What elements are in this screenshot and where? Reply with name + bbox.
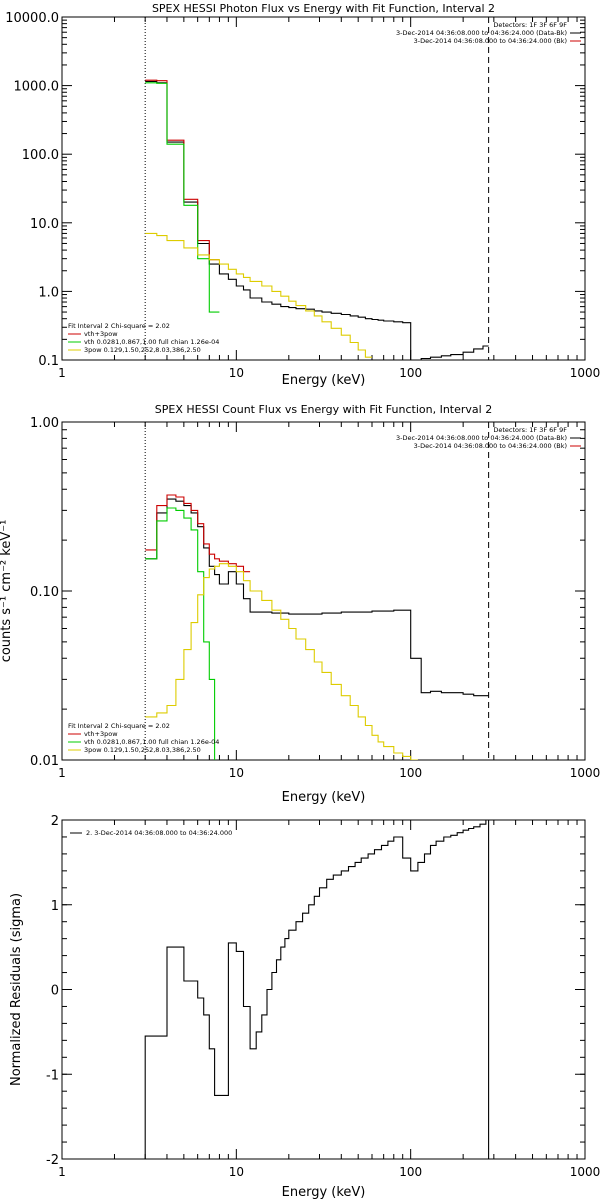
x-tick-label: 1 [58, 1165, 66, 1179]
x-axis-label: Energy (keV) [282, 1185, 366, 1200]
legend-text: 3-Dec-2014 04:36:08.000 to 04:36:24.000 … [396, 29, 567, 37]
series-line-2 [145, 79, 220, 261]
legend-detectors: Detectors: 1F 3F 6F 9F3-Dec-2014 04:36:0… [396, 21, 581, 45]
legend-detectors: Detectors: 1F 3F 6F 9F3-Dec-2014 04:36:0… [396, 426, 581, 450]
series-line-1 [145, 80, 489, 360]
legend-text: vth 0.0281,0.867,1.00 full chian 1.26e-0… [84, 738, 219, 746]
legend-text: 3pow 0.129,1.50,252,8.03,386,2.50 [84, 746, 201, 754]
chart-panel-1: SPEX HESSI Photon Flux vs Energy with Fi… [5, 2, 600, 388]
legend-text: 3pow 0.129,1.50,252,8.03,386,2.50 [84, 346, 201, 354]
chart-title: SPEX HESSI Photon Flux vs Energy with Fi… [152, 2, 495, 15]
legend-text: Fit Interval 2 Chi-square = 2.02 [68, 722, 170, 730]
x-tick-label: 10 [229, 766, 244, 780]
chart-panel-3: Energy (keV) Normalized Residuals (sigma)… [9, 814, 600, 1200]
legend-text: Fit Interval 2 Chi-square = 2.02 [68, 322, 170, 330]
series-line-1 [144, 820, 490, 1159]
y-tick-label: -1 [46, 1068, 59, 1083]
plot-frame [61, 421, 586, 761]
y-axis-label: counts s⁻¹ cm⁻² keV⁻¹ [0, 520, 14, 663]
y-tick-label: 10000.0 [5, 11, 59, 26]
legend-text: 2. 3-Dec-2014 04:36:08.000 to 04:36:24.0… [86, 829, 232, 837]
x-tick-label: 100 [399, 1165, 422, 1179]
y-axis-label: Normalized Residuals (sigma) [9, 893, 24, 1086]
legend-text: vth+3pow [84, 730, 118, 738]
y-tick-label: 1 [51, 899, 59, 914]
plot-frame [61, 16, 586, 361]
x-axis-label: Energy (keV) [282, 790, 366, 805]
x-tick-label: 10 [229, 1165, 244, 1179]
y-tick-label: 1.0 [38, 285, 59, 300]
series-line-3 [145, 82, 220, 313]
chart-title: SPEX HESSI Count Flux vs Energy with Fit… [155, 403, 492, 416]
chart-panel-2: SPEX HESSI Count Flux vs Energy with Fit… [0, 403, 600, 805]
legend-text: Detectors: 1F 3F 6F 9F [493, 426, 567, 434]
y-tick-label: 0.01 [30, 754, 59, 769]
y-tick-label: 1.00 [30, 416, 59, 431]
plot-frame [61, 819, 586, 1160]
series-line-1 [145, 498, 489, 697]
x-tick-label: 1000 [570, 766, 600, 780]
x-tick-label: 1 [58, 766, 66, 780]
y-tick-label: 10.0 [30, 217, 59, 232]
legend-text: vth+3pow [84, 330, 118, 338]
y-tick-label: 0 [51, 984, 59, 999]
y-tick-label: 0.10 [30, 585, 59, 600]
legend-text: vth 0.0281,0.867,1.00 full chian 1.26e-0… [84, 338, 219, 346]
y-tick-label: 100.0 [22, 148, 59, 163]
series-line-4 [145, 563, 418, 760]
y-tick-label: -2 [46, 1153, 59, 1168]
x-tick-label: 100 [399, 366, 422, 380]
series-line-3 [145, 507, 216, 760]
series-line-4 [145, 232, 372, 358]
y-tick-label: 1000.0 [14, 80, 60, 95]
legend-text: 3-Dec-2014 04:36:08.000 to 04:36:24.000 … [414, 442, 567, 450]
y-tick-label: 0.1 [38, 354, 59, 369]
legend-fit: Fit Interval 2 Chi-square = 2.02vth+3pow… [68, 322, 219, 354]
x-axis-label: Energy (keV) [282, 373, 366, 388]
legend-fit: Fit Interval 2 Chi-square = 2.02vth+3pow… [68, 722, 219, 754]
x-tick-label: 1000 [570, 1165, 600, 1179]
series-line-2 [145, 494, 251, 573]
x-tick-label: 100 [399, 766, 422, 780]
legend-text: Detectors: 1F 3F 6F 9F [493, 21, 567, 29]
legend-text: 3-Dec-2014 04:36:08.000 to 04:36:24.000 … [414, 37, 567, 45]
x-tick-label: 10 [229, 366, 244, 380]
legend-detectors: 2. 3-Dec-2014 04:36:08.000 to 04:36:24.0… [70, 829, 232, 837]
x-tick-label: 1 [58, 366, 66, 380]
legend-text: 3-Dec-2014 04:36:08.000 to 04:36:24.000 … [396, 434, 567, 442]
y-tick-label: 2 [51, 814, 59, 829]
x-tick-label: 1000 [570, 366, 600, 380]
